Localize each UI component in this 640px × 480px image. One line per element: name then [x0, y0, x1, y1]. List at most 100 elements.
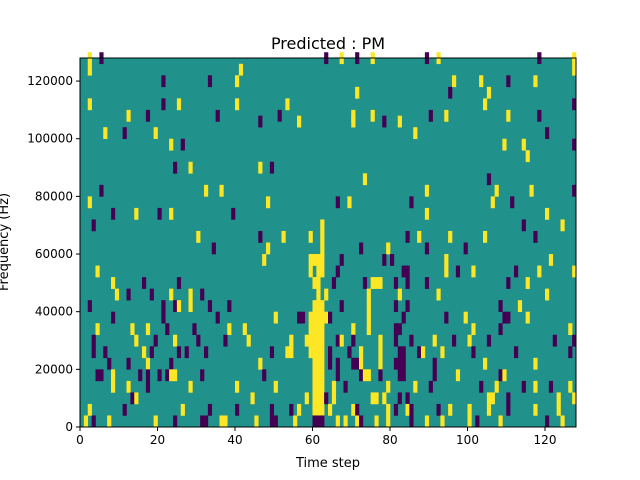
heatmap-cell	[231, 207, 236, 220]
heatmap-cell	[471, 346, 476, 359]
heatmap-cell	[293, 415, 298, 428]
heatmap-cell	[126, 380, 131, 393]
heatmap-cell	[525, 311, 530, 324]
heatmap-cell	[428, 109, 433, 122]
heatmap-cell	[312, 403, 317, 416]
heatmap-cell	[107, 357, 112, 370]
heatmap-cell	[533, 357, 538, 370]
heatmap-cell	[111, 380, 116, 393]
heatmap-cell	[273, 311, 278, 324]
heatmap-cell	[188, 288, 193, 301]
heatmap-cell	[173, 300, 178, 312]
heatmap-cell	[393, 277, 399, 289]
heatmap-cell	[339, 334, 344, 347]
heatmap-cell	[521, 138, 526, 151]
heatmap-cell	[95, 265, 100, 278]
x-tick-label: 120	[534, 433, 557, 447]
heatmap-cell	[91, 219, 96, 232]
heatmap-cell	[312, 334, 317, 347]
y-tick-label: 60000	[35, 247, 73, 261]
heatmap-cell	[463, 311, 468, 324]
heatmap-cell	[196, 230, 201, 243]
heatmap-cell	[409, 334, 414, 347]
heatmap-cell	[111, 277, 116, 289]
heatmap-cell	[483, 357, 488, 370]
heatmap-cell	[262, 369, 267, 382]
heatmap-cell	[176, 98, 182, 111]
heatmap-cell	[386, 242, 391, 255]
heatmap-cell	[359, 346, 364, 359]
heatmap-cell	[316, 357, 321, 370]
heatmap-cell	[297, 115, 302, 128]
heatmap-cell	[568, 323, 573, 336]
heatmap-cell	[432, 357, 437, 370]
heatmap-cell	[560, 219, 565, 232]
heatmap-cell	[339, 300, 344, 312]
heatmap-cell	[312, 300, 317, 312]
heatmap-cell	[355, 357, 360, 370]
heatmap-cell	[316, 277, 321, 289]
heatmap-cell	[529, 184, 534, 197]
heatmap-cell	[335, 357, 340, 370]
heatmap-cell	[378, 277, 383, 289]
heatmap-cell	[455, 265, 461, 278]
heatmap-cell	[359, 357, 364, 370]
heatmap-cell	[235, 403, 240, 416]
x-tick-label: 40	[227, 433, 242, 447]
heatmap-cell	[312, 357, 317, 370]
heatmap-cell	[393, 403, 399, 416]
heatmap-cell	[149, 288, 154, 301]
y-tick-label: 40000	[35, 305, 73, 319]
heatmap-cell	[397, 392, 402, 405]
heatmap-cell	[370, 277, 375, 289]
heatmap-cell	[397, 115, 402, 128]
heatmap-cell	[87, 63, 92, 76]
heatmap-cell	[514, 265, 519, 278]
heatmap-cell	[328, 357, 333, 370]
heatmap-cell	[145, 380, 151, 393]
heatmap-cell	[273, 380, 278, 393]
heatmap-cell	[521, 219, 526, 232]
heatmap-cell	[393, 357, 399, 370]
heatmap-cell	[300, 311, 306, 324]
heatmap-cell	[545, 288, 550, 301]
heatmap-cell	[312, 277, 317, 289]
heatmap-cell	[83, 415, 89, 428]
heatmap-cell	[176, 346, 182, 359]
x-axis: 0 20 40 60 80 100 120	[76, 427, 556, 447]
heatmap-cell	[320, 242, 325, 255]
heatmap-cell	[533, 75, 538, 88]
heatmap-cell	[215, 109, 220, 122]
heatmap-cell	[138, 369, 143, 382]
heatmap-cell	[320, 300, 325, 312]
heatmap-cell	[490, 392, 495, 405]
heatmap-cell	[91, 415, 96, 428]
x-tick-label: 60	[305, 433, 320, 447]
heatmap-cell	[486, 392, 492, 405]
heatmap-cell	[200, 415, 205, 428]
heatmap-cell	[359, 415, 364, 428]
heatmap-cell	[467, 403, 472, 416]
heatmap-cell	[421, 346, 426, 359]
heatmap-cell	[207, 403, 213, 416]
heatmap-cell	[498, 369, 503, 382]
heatmap-cell	[331, 277, 337, 289]
heatmap-cell	[169, 138, 174, 151]
heatmap-cell	[316, 323, 321, 336]
heatmap-cell	[572, 138, 577, 151]
heatmap-cell	[320, 346, 325, 359]
heatmap-cell	[405, 277, 410, 289]
heatmap-cell	[165, 369, 170, 382]
heatmap-cell	[533, 403, 538, 416]
heatmap-cell	[281, 230, 286, 243]
heatmap-cell	[188, 300, 193, 312]
heatmap-cell	[320, 311, 325, 324]
heatmap-cell	[320, 357, 325, 370]
heatmap-cell	[99, 369, 104, 382]
heatmap-cell	[351, 323, 356, 336]
heatmap-cell	[366, 300, 371, 312]
heatmap-cell	[122, 127, 127, 140]
heatmap-cell	[537, 265, 542, 278]
heatmap-cell	[328, 346, 333, 359]
